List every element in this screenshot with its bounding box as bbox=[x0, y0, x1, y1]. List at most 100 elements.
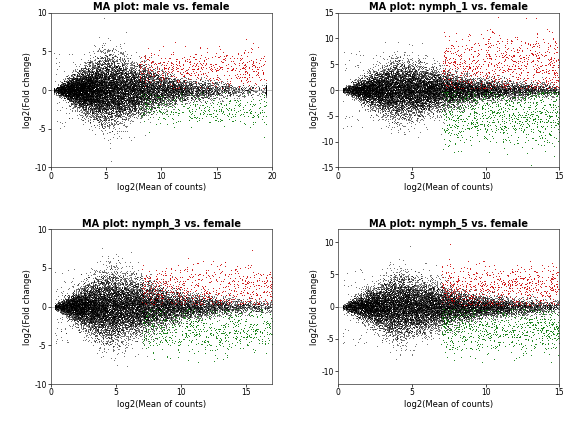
Point bbox=[406, 295, 415, 302]
Point bbox=[407, 76, 416, 82]
Point bbox=[414, 302, 423, 309]
Point bbox=[483, 308, 492, 315]
Point bbox=[90, 108, 99, 114]
Point bbox=[132, 67, 141, 73]
Point bbox=[525, 271, 534, 278]
Point bbox=[536, 304, 545, 311]
Point bbox=[137, 89, 146, 95]
Point bbox=[218, 303, 227, 309]
Point bbox=[68, 90, 77, 97]
Point bbox=[138, 311, 147, 318]
Point bbox=[112, 336, 121, 343]
Point bbox=[274, 303, 283, 309]
Point bbox=[398, 303, 407, 309]
Point bbox=[428, 308, 437, 315]
Point bbox=[67, 309, 76, 316]
Point bbox=[370, 88, 379, 95]
Point bbox=[155, 305, 164, 312]
Point bbox=[371, 93, 380, 100]
Point bbox=[347, 308, 356, 315]
Point bbox=[388, 106, 397, 113]
Point bbox=[450, 67, 459, 73]
Point bbox=[130, 90, 139, 97]
Point bbox=[403, 332, 412, 339]
Point bbox=[384, 301, 393, 308]
Point bbox=[351, 299, 360, 306]
Point bbox=[211, 298, 220, 305]
Point bbox=[94, 94, 103, 101]
Point bbox=[467, 301, 476, 308]
Point bbox=[538, 88, 547, 95]
Point bbox=[411, 309, 420, 316]
Point bbox=[84, 96, 93, 103]
Point bbox=[537, 73, 546, 80]
Point bbox=[112, 88, 121, 95]
Point bbox=[425, 84, 434, 90]
Point bbox=[63, 92, 72, 98]
Point bbox=[381, 85, 390, 92]
Point bbox=[384, 296, 393, 303]
Point bbox=[370, 89, 379, 96]
Point bbox=[384, 84, 393, 90]
Point bbox=[262, 84, 271, 91]
Point bbox=[460, 88, 470, 95]
Point bbox=[421, 124, 431, 130]
Point bbox=[148, 299, 157, 306]
Point bbox=[239, 279, 248, 286]
Point bbox=[364, 290, 373, 297]
Point bbox=[118, 62, 127, 68]
Point bbox=[481, 296, 490, 303]
Point bbox=[409, 70, 418, 77]
Point bbox=[57, 86, 66, 92]
Point bbox=[368, 292, 377, 299]
Point bbox=[98, 307, 107, 314]
Point bbox=[454, 78, 463, 85]
Point bbox=[441, 75, 450, 81]
Point bbox=[401, 319, 410, 326]
Point bbox=[562, 87, 565, 94]
Point bbox=[343, 85, 352, 92]
Point bbox=[489, 315, 498, 322]
Point bbox=[62, 299, 71, 306]
Point bbox=[120, 89, 129, 95]
Point bbox=[54, 86, 63, 92]
Point bbox=[422, 310, 431, 317]
Point bbox=[112, 313, 121, 319]
Point bbox=[129, 96, 138, 103]
Point bbox=[217, 83, 226, 90]
Point bbox=[85, 106, 94, 113]
Point bbox=[54, 90, 63, 97]
Point bbox=[133, 95, 142, 102]
Point bbox=[491, 295, 500, 302]
Point bbox=[114, 79, 123, 86]
Point bbox=[506, 328, 515, 335]
Point bbox=[155, 95, 164, 102]
Point bbox=[106, 258, 115, 265]
Point bbox=[134, 97, 143, 104]
Point bbox=[393, 93, 402, 100]
Point bbox=[386, 298, 395, 305]
Point bbox=[163, 311, 172, 318]
Point bbox=[442, 95, 451, 101]
Point bbox=[475, 91, 484, 98]
Point bbox=[453, 300, 462, 307]
Point bbox=[80, 65, 89, 71]
Point bbox=[481, 321, 490, 328]
Point bbox=[116, 300, 125, 307]
Point bbox=[67, 87, 76, 94]
Point bbox=[137, 85, 146, 92]
Point bbox=[127, 289, 136, 296]
Point bbox=[411, 328, 420, 335]
Point bbox=[463, 79, 472, 86]
Point bbox=[433, 314, 442, 321]
Point bbox=[354, 107, 363, 114]
Point bbox=[451, 86, 460, 92]
Point bbox=[80, 303, 89, 309]
Point bbox=[418, 307, 427, 314]
Point bbox=[372, 92, 381, 99]
Point bbox=[412, 314, 421, 321]
Point bbox=[151, 322, 160, 329]
Point bbox=[181, 305, 190, 311]
Point bbox=[369, 307, 378, 314]
Point bbox=[441, 295, 450, 301]
